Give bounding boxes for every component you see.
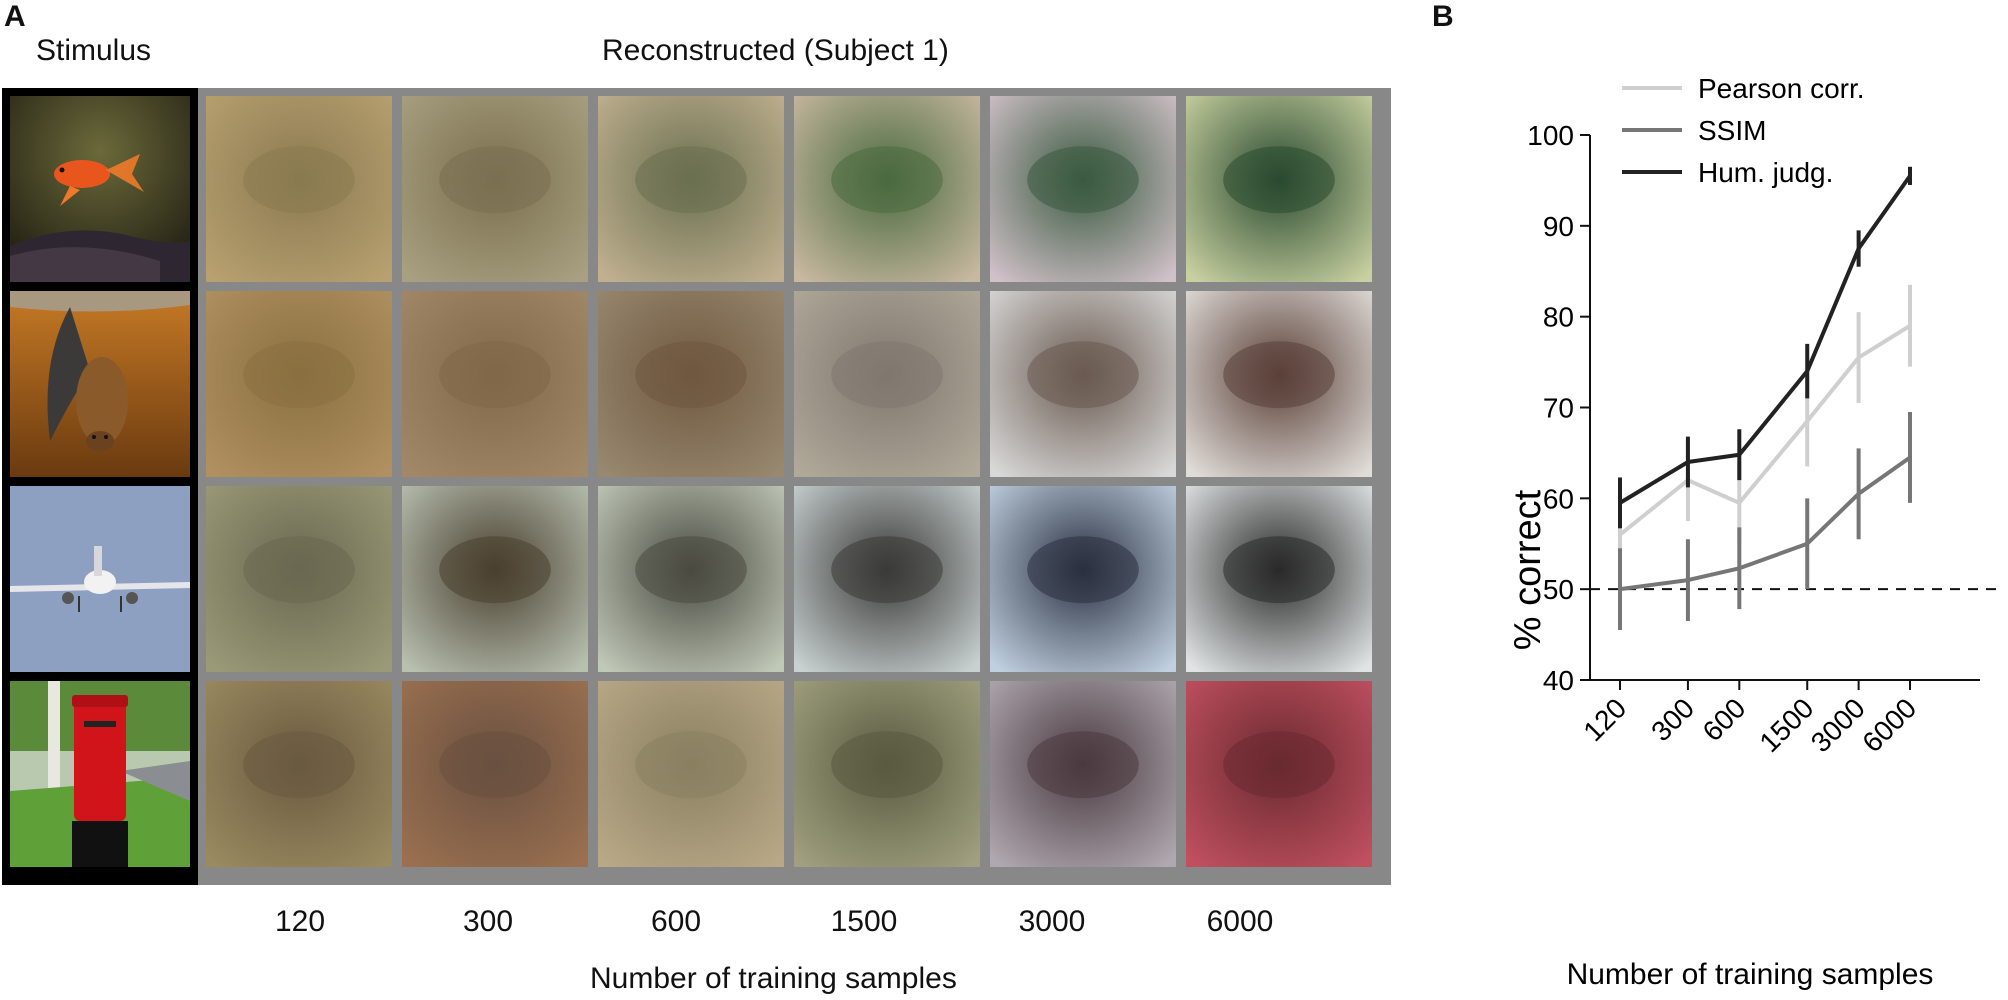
reconstruction-goldfish-1500 xyxy=(794,96,980,282)
reconstruction-bat-6000 xyxy=(1186,291,1372,477)
reconstruction-airplane-600 xyxy=(598,486,784,672)
reconstruction-goldfish-600 xyxy=(598,96,784,282)
series-line-pearson-corr xyxy=(1618,324,1912,537)
reconstruction-grid xyxy=(198,88,1391,885)
stimulus-postbox-image xyxy=(10,681,190,867)
y-axis-title: % correct xyxy=(1507,489,1549,650)
y-tick-label: 50 xyxy=(1543,574,1574,605)
column-label-6000: 6000 xyxy=(1206,905,1274,938)
column-label-300: 300 xyxy=(462,905,514,938)
column-label-120: 120 xyxy=(274,905,326,938)
reconstruction-goldfish-120 xyxy=(206,96,392,282)
column-label-1500: 1500 xyxy=(830,905,898,938)
y-tick-label: 80 xyxy=(1543,302,1574,333)
reconstructed-header: Reconstructed (Subject 1) xyxy=(602,34,949,67)
reconstruction-postbox-6000 xyxy=(1186,681,1372,867)
stimulus-bat-image xyxy=(10,291,190,477)
stimulus-header: Stimulus xyxy=(36,34,152,67)
reconstruction-bat-3000 xyxy=(990,291,1176,477)
reconstruction-airplane-3000 xyxy=(990,486,1176,672)
x-tick-label: 120 xyxy=(1577,692,1632,747)
reconstruction-bat-600 xyxy=(598,291,784,477)
x-tick-label: 300 xyxy=(1645,692,1700,747)
series-line-ssim xyxy=(1619,455,1912,592)
stimulus-goldfish-image xyxy=(10,96,190,282)
x-tick-label: 3000 xyxy=(1805,692,1871,758)
reconstruction-goldfish-6000 xyxy=(1186,96,1372,282)
reconstruction-postbox-300 xyxy=(402,681,588,867)
y-tick-label: 70 xyxy=(1543,393,1574,424)
reconstruction-airplane-1500 xyxy=(794,486,980,672)
reconstruction-bat-120 xyxy=(206,291,392,477)
legend-label-pearson-corr: Pearson corr. xyxy=(1698,73,1865,104)
x-tick-label: 6000 xyxy=(1856,692,1922,758)
reconstruction-postbox-600 xyxy=(598,681,784,867)
panel-a-x-axis-title: Number of training samples xyxy=(590,962,957,995)
panel-a-label: A xyxy=(4,0,26,33)
x-tick-label: 600 xyxy=(1697,692,1752,747)
reconstruction-bat-300 xyxy=(402,291,588,477)
y-tick-label: 100 xyxy=(1527,120,1574,151)
legend-label-hum-judg: Hum. judg. xyxy=(1698,157,1833,188)
stimulus-airplane-image xyxy=(10,486,190,672)
reconstruction-goldfish-3000 xyxy=(990,96,1176,282)
x-tick-label: 1500 xyxy=(1754,692,1820,758)
y-tick-label: 60 xyxy=(1543,483,1574,514)
series-line-hum-judg xyxy=(1618,174,1912,505)
reconstruction-postbox-120 xyxy=(206,681,392,867)
reconstruction-airplane-120 xyxy=(206,486,392,672)
panel-b-label: B xyxy=(1432,0,1454,33)
reconstruction-bat-1500 xyxy=(794,291,980,477)
y-tick-label: 40 xyxy=(1543,665,1574,696)
reconstruction-goldfish-300 xyxy=(402,96,588,282)
column-label-3000: 3000 xyxy=(1018,905,1086,938)
reconstruction-postbox-1500 xyxy=(794,681,980,867)
legend-label-ssim: SSIM xyxy=(1698,115,1766,146)
reconstruction-airplane-6000 xyxy=(1186,486,1372,672)
stimulus-column xyxy=(2,88,198,885)
reconstruction-airplane-300 xyxy=(402,486,588,672)
x-axis-title: Number of training samples xyxy=(1567,958,1934,991)
y-tick-label: 90 xyxy=(1543,211,1574,242)
column-label-600: 600 xyxy=(650,905,702,938)
reconstruction-postbox-3000 xyxy=(990,681,1176,867)
